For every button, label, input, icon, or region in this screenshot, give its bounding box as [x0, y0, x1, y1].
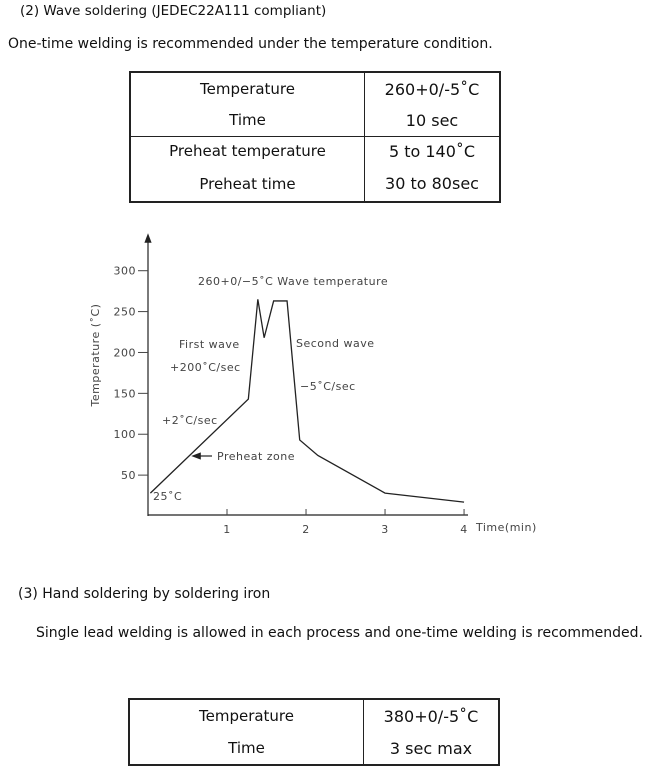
annotation: First wave [179, 338, 240, 351]
x-tick-label: 2 [302, 523, 310, 536]
y-tick-label: 50 [121, 469, 136, 482]
cell: 380+0/-5˚C [363, 699, 499, 732]
y-tick-label: 100 [114, 428, 137, 441]
annotation: 260+0/−5˚C Wave temperature [198, 275, 388, 288]
cell: Temperature [199, 80, 296, 98]
cell: 5 to 140˚C [364, 135, 500, 166]
annotation: −5˚C/sec [300, 380, 356, 393]
y-tick-label: 200 [114, 346, 137, 359]
y-tick-label: 250 [114, 306, 137, 319]
heading: (3) Hand soldering by soldering iron [18, 586, 271, 602]
cell: Temperature [198, 707, 295, 725]
cell: Preheat time [199, 174, 296, 193]
annotation: 25˚C [153, 490, 182, 503]
table: Temperature 380+0/-5˚C Time 3 sec max [128, 698, 500, 766]
cell: 30 to 80sec [364, 166, 500, 202]
y-tick-label: 150 [114, 387, 137, 400]
annotation: Second wave [296, 337, 375, 350]
y-axis-label: Temperature (˚C) [89, 304, 102, 408]
cell: 10 sec [364, 105, 500, 136]
cell: Preheat temperature [130, 135, 365, 166]
cell: 260+0/-5˚C [364, 72, 500, 105]
cell: Time [229, 111, 266, 130]
cell: Time [228, 739, 265, 757]
heading: (2) Wave soldering (JEDEC22A111 complian… [20, 3, 327, 19]
cell: 3 sec max [363, 732, 499, 765]
profile-line [149, 299, 465, 503]
x-tick-label: 1 [223, 523, 231, 536]
table: Temperature 260+0/-5˚C Time 10 sec Preheat… [129, 71, 501, 203]
x-axis-label: Time(min) [475, 521, 537, 534]
annotation: +2˚C/sec [162, 414, 218, 427]
y-tick-label: 300 [114, 265, 137, 278]
note: Single lead welding is allowed in each p… [36, 625, 643, 641]
x-tick-label: 3 [381, 523, 389, 536]
annotation: +200˚C/sec [170, 361, 241, 374]
x-tick-label: 4 [460, 523, 468, 536]
note: One-time welding is recommended under th… [8, 36, 493, 52]
annotation: Preheat zone [217, 450, 295, 463]
chart: 50 100 150 200 250 300 1 2 3 4 Temperature (˚C) Tim… [89, 233, 537, 536]
